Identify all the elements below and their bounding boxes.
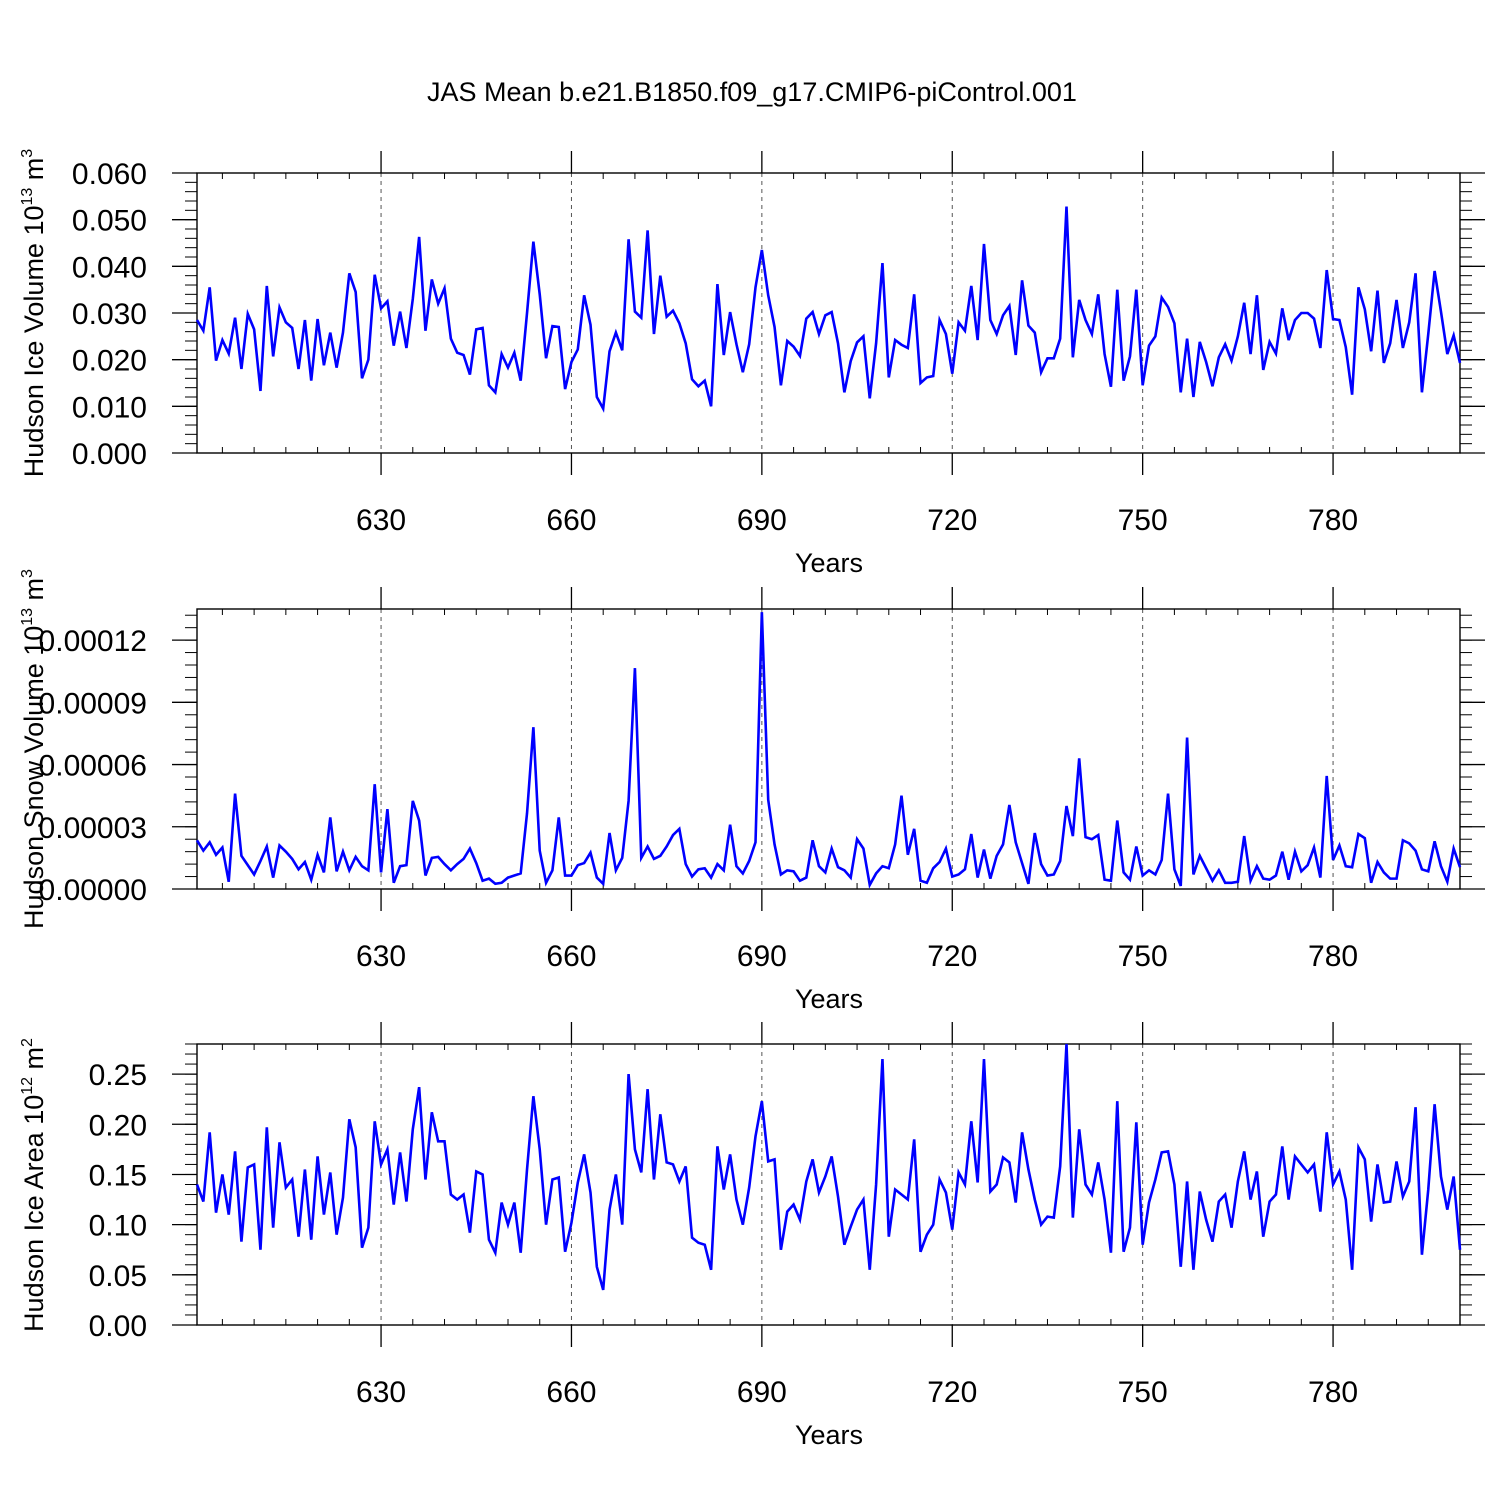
x-tick-label: 690 xyxy=(737,940,787,973)
x-tick-label: 630 xyxy=(356,1376,406,1409)
x-tick-label: 750 xyxy=(1118,940,1168,973)
x-tick-label: 720 xyxy=(927,504,977,537)
plot-frame xyxy=(196,608,1461,890)
panel-1: 630 660 690 720 750 780 0.000 0.010 0.020 0.030 0.… xyxy=(19,149,1485,578)
x-tick-label: 660 xyxy=(546,1376,596,1409)
x-tick-label: 660 xyxy=(546,504,596,537)
y-tick-label: 0.060 xyxy=(72,158,147,191)
y-tick-label: 0.050 xyxy=(72,205,147,238)
data-series-line xyxy=(195,612,1462,889)
y-axis-label: Hudson Ice Volume 1013 m3 xyxy=(19,149,49,477)
x-axis-label: Years xyxy=(795,1420,863,1450)
y-tick-label: 0.040 xyxy=(72,251,147,284)
y-tick-label: 0.25 xyxy=(89,1059,147,1092)
y-tick-label: 0.030 xyxy=(72,298,147,331)
x-tick-label: 660 xyxy=(546,940,596,973)
x-tick-label: 780 xyxy=(1308,1376,1358,1409)
y-tick-label: 0.05 xyxy=(89,1260,147,1293)
y-tick-label: 0.00000 xyxy=(39,874,147,907)
x-tick-label: 750 xyxy=(1118,1376,1168,1409)
data-series-line xyxy=(195,206,1462,413)
y-tick-label: 0.10 xyxy=(89,1210,147,1243)
x-axis-label: Years xyxy=(795,548,863,578)
y-tick-label: 0.20 xyxy=(89,1109,147,1142)
x-tick-label: 780 xyxy=(1308,504,1358,537)
y-tick-label: 0.00 xyxy=(89,1310,147,1343)
data-series-line xyxy=(195,1043,1462,1291)
x-tick-label: 690 xyxy=(737,1376,787,1409)
x-tick-label: 750 xyxy=(1118,504,1168,537)
y-tick-label: 0.00012 xyxy=(39,625,147,658)
x-axis-label: Years xyxy=(795,984,863,1014)
y-tick-label: 0.000 xyxy=(72,438,147,471)
x-tick-label: 720 xyxy=(927,1376,977,1409)
y-tick-label: 0.15 xyxy=(89,1159,147,1192)
panels: 630 660 690 720 750 780 0.000 0.010 0.020 0.030 0.… xyxy=(19,149,1485,1450)
x-tick-label: 630 xyxy=(356,940,406,973)
x-tick-label: 780 xyxy=(1308,940,1358,973)
x-tick-label: 690 xyxy=(737,504,787,537)
figure-title: JAS Mean b.e21.B1850.f09_g17.CMIP6-piCon… xyxy=(427,77,1077,107)
plot-frame xyxy=(196,172,1461,454)
y-axis-label: Hudson Snow Volume 1013 m3 xyxy=(19,569,49,929)
y-tick-label: 0.00009 xyxy=(39,687,147,720)
y-tick-label: 0.00006 xyxy=(39,750,147,783)
y-tick-label: 0.020 xyxy=(72,345,147,378)
y-tick-label: 0.010 xyxy=(72,391,147,424)
x-tick-label: 720 xyxy=(927,940,977,973)
plot-frame xyxy=(196,1043,1461,1326)
panel-2: 630 660 690 720 750 780 0.00000 0.00003 0.00006 0… xyxy=(19,569,1485,1014)
panel-3: 630 660 690 720 750 780 0.00 0.05 0.10 0.15 0.20 0.… xyxy=(19,1022,1485,1450)
x-tick-label: 630 xyxy=(356,504,406,537)
y-axis-label: Hudson Ice Area 1012 m2 xyxy=(19,1038,49,1332)
y-tick-label: 0.00003 xyxy=(39,812,147,845)
